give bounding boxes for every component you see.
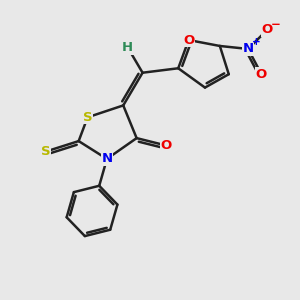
Text: O: O	[161, 139, 172, 152]
Text: H: H	[122, 41, 133, 54]
Text: +: +	[252, 38, 261, 47]
Text: −: −	[271, 18, 281, 31]
Text: N: N	[242, 42, 253, 56]
Text: S: S	[41, 145, 51, 158]
Text: O: O	[256, 68, 267, 81]
Text: S: S	[83, 111, 92, 124]
Text: N: N	[101, 152, 112, 165]
Text: O: O	[262, 23, 273, 36]
Text: O: O	[183, 34, 194, 46]
